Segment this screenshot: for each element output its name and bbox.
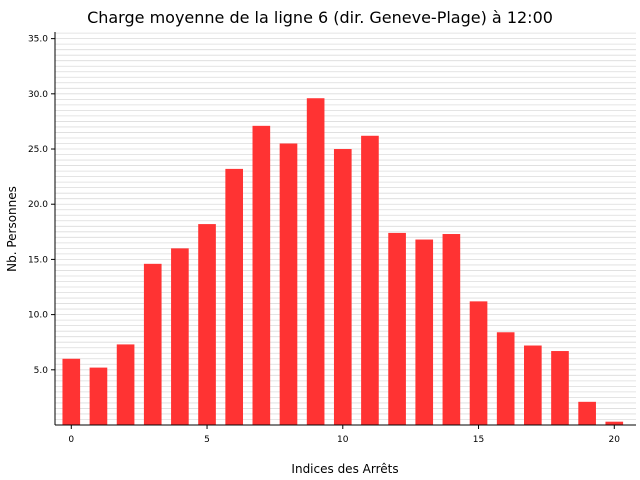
y-tick-label: 15.0 [28, 255, 48, 265]
x-tick-label: 20 [609, 435, 621, 445]
bar [279, 143, 298, 425]
bar [171, 248, 189, 425]
bars [62, 98, 624, 426]
x-tick-label: 5 [204, 435, 210, 445]
x-tick-label: 0 [68, 435, 74, 445]
bar [143, 263, 162, 425]
y-axis-label: Nb. Personnes [5, 186, 19, 272]
bar [605, 421, 624, 425]
bar [524, 345, 542, 425]
y-tick-label: 5.0 [34, 366, 49, 376]
x-tick-label: 10 [337, 435, 349, 445]
bar [388, 232, 406, 425]
y-tick-label: 30.0 [28, 90, 48, 100]
bar [116, 344, 135, 425]
bar [496, 332, 515, 425]
bar [442, 234, 461, 425]
x-axis-label: Indices des Arrêts [291, 462, 398, 476]
bar [252, 125, 271, 426]
y-ticks: 5.0 10.0 15.0 20.0 25.0 30.0 35.0 [28, 35, 55, 376]
x-ticks: 0 5 10 15 20 [68, 425, 620, 445]
bar [415, 239, 434, 425]
bar [89, 367, 108, 425]
x-tick-label: 15 [473, 435, 484, 445]
chart-title: Charge moyenne de la ligne 6 (dir. Genev… [87, 8, 553, 27]
bar [225, 168, 244, 425]
axes [54, 32, 636, 426]
y-tick-label: 10.0 [28, 311, 48, 321]
bar [469, 301, 488, 425]
y-tick-label: 25.0 [28, 145, 48, 155]
bar [361, 135, 379, 426]
bar [62, 358, 81, 425]
bar [578, 401, 596, 425]
y-tick-label: 20.0 [28, 200, 48, 210]
bar [551, 351, 569, 425]
bar [306, 98, 325, 425]
y-tick-label: 35.0 [28, 35, 48, 45]
bar [198, 224, 216, 425]
bar [333, 149, 352, 426]
